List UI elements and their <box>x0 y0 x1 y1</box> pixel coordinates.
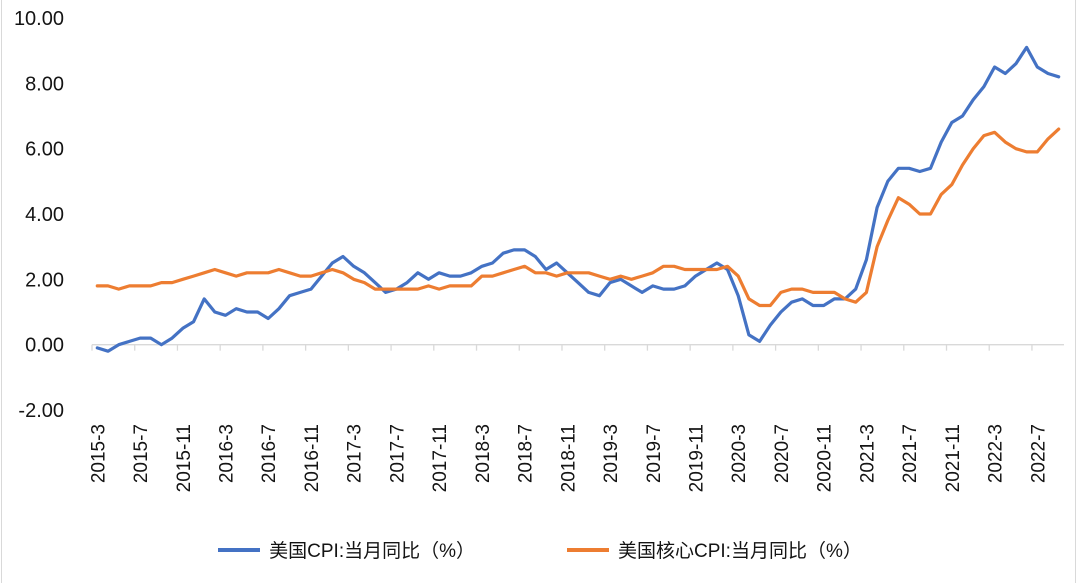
x-axis-tick-label: 2018-7 <box>516 424 537 483</box>
x-axis-tick-label: 2015-7 <box>131 424 152 483</box>
x-axis-tick-label: 2017-7 <box>387 424 408 483</box>
x-axis-tick-label: 2017-11 <box>430 424 451 492</box>
x-axis-tick-label: 2021-3 <box>857 424 878 483</box>
y-axis-tick-label: 8.00 <box>25 73 64 95</box>
x-axis-tick-label: 2015-3 <box>88 424 109 483</box>
legend-item-us-cpi[interactable]: 美国CPI:当月同比（%） <box>218 536 475 563</box>
x-axis-tick-label: 2021-11 <box>943 424 964 492</box>
chart-left-border <box>1 0 2 583</box>
x-axis-tick-label: 2016-3 <box>217 424 238 483</box>
y-axis-tick-label: 4.00 <box>25 204 64 226</box>
us-cpi-legend-label: 美国CPI:当月同比（%） <box>269 541 475 562</box>
x-axis-tick-label: 2020-3 <box>729 424 750 483</box>
x-axis-tick-label: 2022-7 <box>1028 424 1049 483</box>
x-axis-tick-label: 2021-7 <box>900 424 921 483</box>
x-axis-tick-label: 2018-3 <box>473 424 494 483</box>
x-axis-tick-label: 2019-3 <box>601 424 622 483</box>
x-axis-tick-label: 2020-7 <box>772 424 793 483</box>
x-axis-tick-label: 2016-7 <box>259 424 280 483</box>
chart-legend: 美国CPI:当月同比（%） 美国核心CPI:当月同比（%） <box>0 536 1080 563</box>
series-line-us-cpi <box>95 45 1061 353</box>
y-axis-tick-label: -2.00 <box>18 400 64 422</box>
x-axis-tick-label: 2015-11 <box>174 424 195 492</box>
y-axis-tick-label: 0.00 <box>25 335 64 357</box>
y-axis-tick-label: 2.00 <box>25 269 64 291</box>
us-core-cpi-line-swatch <box>567 547 609 552</box>
x-axis-tick-label: 2018-11 <box>558 424 579 492</box>
us-cpi-line-swatch <box>218 547 261 552</box>
series-line-us-core-cpi <box>95 127 1061 308</box>
x-axis-tick-label: 2016-11 <box>302 424 323 492</box>
chart-right-border <box>1075 0 1076 583</box>
x-axis-tick-label: 2019-7 <box>644 424 665 483</box>
legend-item-us-core-cpi[interactable]: 美国核心CPI:当月同比（%） <box>567 536 862 563</box>
x-axis-tick-label: 2020-11 <box>815 424 836 492</box>
y-axis-tick-label: 10.00 <box>14 8 64 30</box>
us-core-cpi-legend-label: 美国核心CPI:当月同比（%） <box>618 541 862 562</box>
x-axis-tick-label: 2022-3 <box>986 424 1007 483</box>
x-axis-tick-label: 2017-3 <box>345 424 366 483</box>
x-axis-tick-label: 2019-11 <box>687 424 708 492</box>
y-axis-tick-label: 6.00 <box>25 139 64 161</box>
